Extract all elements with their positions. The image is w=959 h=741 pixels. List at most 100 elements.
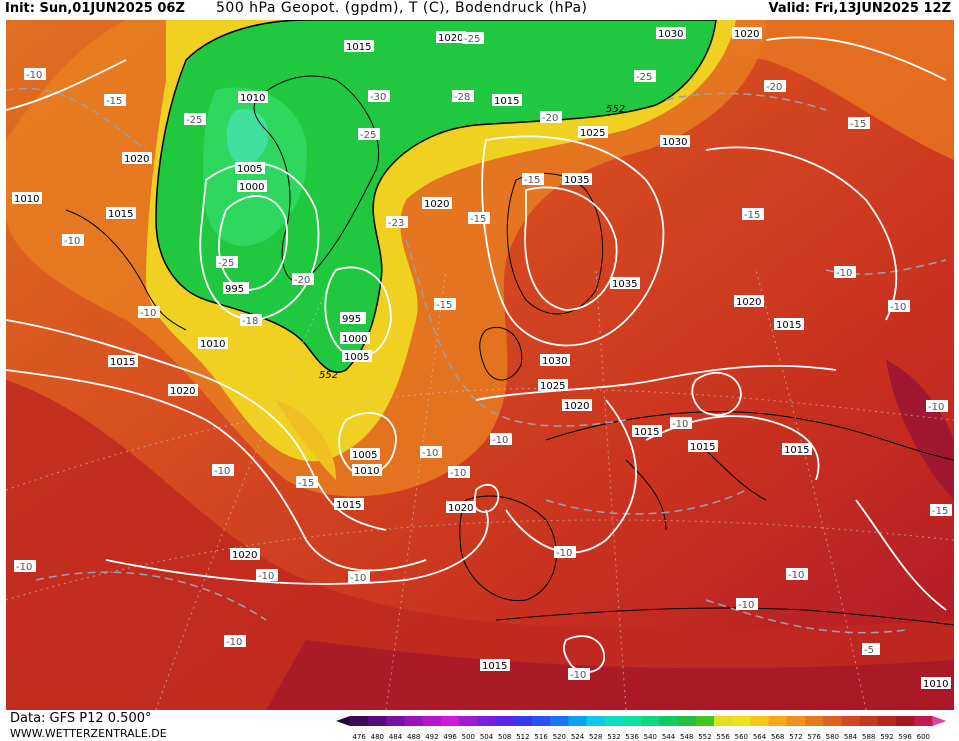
svg-text:1005: 1005 [237,164,262,175]
svg-text:-10: -10 [16,562,32,573]
svg-text:1010: 1010 [923,679,948,690]
site-url: WWW.WETTERZENTRALE.DE [10,727,167,740]
legend-arrow-left [336,716,350,726]
svg-text:-10: -10 [450,468,466,479]
isobar-label: 1035 [562,173,592,186]
legend-label: 560 [735,733,748,741]
legend-swatch [386,716,406,726]
isobar-label: 1010 [921,677,951,690]
temperature-label: -15 [522,173,544,186]
legend-label: 500 [462,733,475,741]
isobar-label: 1015 [774,318,804,331]
svg-text:1000: 1000 [342,334,367,345]
legend-swatch [513,716,533,726]
temperature-label: -10 [670,417,692,430]
legend-label: 540 [644,733,657,741]
legend-swatch [805,716,824,726]
map-svg: 552 552 1015 1010 1010 1020 1005 1000 99… [6,20,954,710]
svg-text:1015: 1015 [776,320,801,331]
coastlines [65,75,954,626]
legend-label: 568 [771,733,784,741]
legend-swatch [732,716,751,726]
svg-text:-10: -10 [350,573,366,584]
isobar-label: 1030 [540,354,570,367]
british-isles-coast [479,327,523,381]
legend-label: 548 [680,733,693,741]
legend-label: 484 [389,733,403,741]
legend-label: 528 [589,733,602,741]
legend-swatch [495,716,515,726]
temperature-label: -10 [62,234,84,247]
legend-label: 596 [898,733,912,741]
temperature-label: -30 [368,90,390,103]
temperature-label: -15 [296,476,318,489]
legend-label: 564 [753,733,767,741]
svg-text:1020: 1020 [232,550,257,561]
isobar-label: 1020 [446,501,476,514]
temperature-label: -10 [834,266,856,279]
isobar-label: 1020 [734,295,764,308]
legend-label: 488 [407,733,420,741]
svg-text:1020: 1020 [564,401,589,412]
legend-swatch [404,716,424,726]
isobar-label: 1015 [334,498,364,511]
isobar-label: 1010 [352,464,382,477]
isobar-label: 1010 [12,192,42,205]
svg-text:1005: 1005 [344,352,369,363]
svg-text:-25: -25 [636,72,652,83]
balkans-coast [705,449,767,501]
legend-swatches [336,716,947,726]
temperature-label: -10 [568,668,590,681]
svg-text:1015: 1015 [494,96,519,107]
svg-text:-23: -23 [388,218,404,229]
legend-label: 520 [553,733,566,741]
isobar-label: 1020 [168,384,198,397]
isobar-label: 1025 [578,126,608,139]
legend-label: 508 [498,733,511,741]
isobar-labels: 1015 1010 1010 1020 1005 1000 995 1015 1… [12,27,951,690]
isobar-label: 1035 [610,277,640,290]
temperature-label: -23 [386,216,408,229]
warm-field-south [6,380,954,710]
legend-swatch [623,716,642,726]
legend-arrow-right [932,716,947,726]
orange-zone-north [526,20,954,160]
svg-text:1015: 1015 [690,442,715,453]
svg-text:-10: -10 [836,268,852,279]
legend-label: 516 [534,733,548,741]
legend-swatch [914,716,933,726]
temperature-label: -10 [24,68,46,81]
temperature-label: -25 [184,113,206,126]
north-africa-coast [495,607,954,626]
svg-text:-15: -15 [298,478,314,489]
map-title: 500 hPa Geopot. (gpdm), T (C), Bodendruc… [216,0,588,16]
legend-labels: 476 480 484 488 492 496 500 504 508 512 516 520 524 5… [352,733,930,741]
svg-text:-10: -10 [492,435,508,446]
svg-text:1010: 1010 [354,466,379,477]
svg-text:1015: 1015 [108,209,133,220]
svg-text:1015: 1015 [336,500,361,511]
temperature-label: -10 [786,568,808,581]
temperature-label: -10 [212,464,234,477]
svg-text:-10: -10 [556,548,572,559]
isobar-label: 995 [340,312,366,325]
temperature-label: -20 [764,80,786,93]
isobar-label: 1010 [238,91,268,104]
legend-swatch [768,716,788,726]
temperature-label: -25 [634,70,656,83]
svg-text:1015: 1015 [634,427,659,438]
geopotential-labels: 552 552 [319,104,625,381]
temperature-label: -20 [540,111,562,124]
trough-core-inner [226,109,269,164]
isobar-label: 1015 [492,94,522,107]
legend-label: 536 [625,733,639,741]
temperature-label: -18 [240,314,262,327]
temperature-label: -10 [736,598,758,611]
warm-field-east [886,360,954,500]
svg-text:1020: 1020 [424,199,449,210]
svg-text:-20: -20 [294,275,310,286]
legend-label: 556 [716,733,730,741]
svg-text:-10: -10 [928,402,944,413]
svg-text:-10: -10 [422,448,438,459]
temperature-label: -15 [742,208,764,221]
